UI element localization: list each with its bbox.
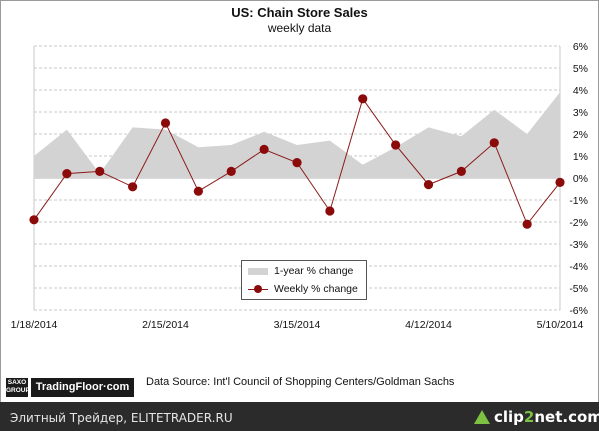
y-tick-label: -1% bbox=[569, 195, 588, 207]
data-point bbox=[391, 140, 401, 150]
line-chart: 6% 5% 4% 3% 2% 1% 0% -1% -2% -3% -4% -5% -6% 1/18/20… bbox=[11, 41, 588, 331]
y-tick-label: 0% bbox=[573, 173, 588, 185]
footer-site-text: Элитный Трейдер, ELITETRADER.RU bbox=[10, 411, 233, 425]
x-tick-label: 4/12/2014 bbox=[405, 319, 452, 331]
x-tick-label: 5/10/2014 bbox=[537, 319, 584, 331]
chart-subtitle: weekly data bbox=[267, 21, 332, 35]
data-point bbox=[128, 182, 138, 192]
area-series-1yr bbox=[34, 92, 560, 178]
y-tick-label: 4% bbox=[573, 85, 588, 97]
clip2net-text: clip2net.com bbox=[494, 408, 599, 426]
legend-swatch-area bbox=[248, 267, 268, 275]
data-point bbox=[456, 166, 466, 176]
data-point bbox=[226, 166, 236, 176]
tradingfloor-logo: TradingFloor·com bbox=[31, 378, 134, 397]
data-point bbox=[95, 166, 105, 176]
data-point bbox=[423, 180, 434, 190]
legend-label-line: Weekly % change bbox=[274, 283, 358, 295]
data-point bbox=[160, 118, 171, 128]
chart-frame bbox=[0, 0, 599, 403]
y-tick-label: -3% bbox=[569, 239, 588, 251]
chart-title: US: Chain Store Sales bbox=[231, 5, 368, 20]
data-source-text: Data Source: Int'l Council of Shopping C… bbox=[146, 376, 455, 388]
data-point bbox=[292, 158, 302, 168]
data-point bbox=[62, 169, 72, 179]
y-tick-label: -4% bbox=[569, 261, 588, 273]
clip2net-logo: clip2net.com bbox=[474, 407, 599, 427]
y-tick-label: 3% bbox=[573, 107, 588, 119]
x-tick-label: 2/15/2014 bbox=[142, 319, 189, 331]
chart-legend: 1-year % change Weekly % change bbox=[241, 260, 367, 300]
x-tick-label: 3/15/2014 bbox=[274, 319, 321, 331]
upload-arrow-icon bbox=[474, 410, 490, 424]
y-tick-label: -6% bbox=[569, 305, 588, 317]
legend-entry-area: 1-year % change bbox=[248, 264, 353, 278]
data-point bbox=[325, 206, 335, 216]
y-tick-label: 2% bbox=[573, 129, 588, 141]
legend-label-area: 1-year % change bbox=[274, 265, 354, 277]
data-point bbox=[193, 186, 203, 196]
saxo-group-logo: SAXO GROUP bbox=[6, 378, 30, 397]
data-point bbox=[29, 215, 39, 225]
y-tick-label: 6% bbox=[573, 41, 588, 53]
y-tick-label: -2% bbox=[569, 217, 588, 229]
data-point bbox=[522, 219, 532, 229]
data-point bbox=[555, 177, 565, 187]
y-tick-label: 5% bbox=[573, 63, 588, 75]
legend-swatch-line bbox=[248, 285, 268, 293]
y-tick-label: 1% bbox=[573, 151, 588, 163]
footer-bar: Элитный Трейдер, ELITETRADER.RU clip2net… bbox=[0, 402, 599, 431]
data-point bbox=[489, 138, 499, 148]
x-tick-label: 1/18/2014 bbox=[11, 319, 58, 331]
data-point bbox=[259, 144, 269, 154]
y-tick-label: -5% bbox=[569, 283, 588, 295]
data-point bbox=[358, 94, 368, 104]
legend-entry-line: Weekly % change bbox=[248, 282, 358, 296]
